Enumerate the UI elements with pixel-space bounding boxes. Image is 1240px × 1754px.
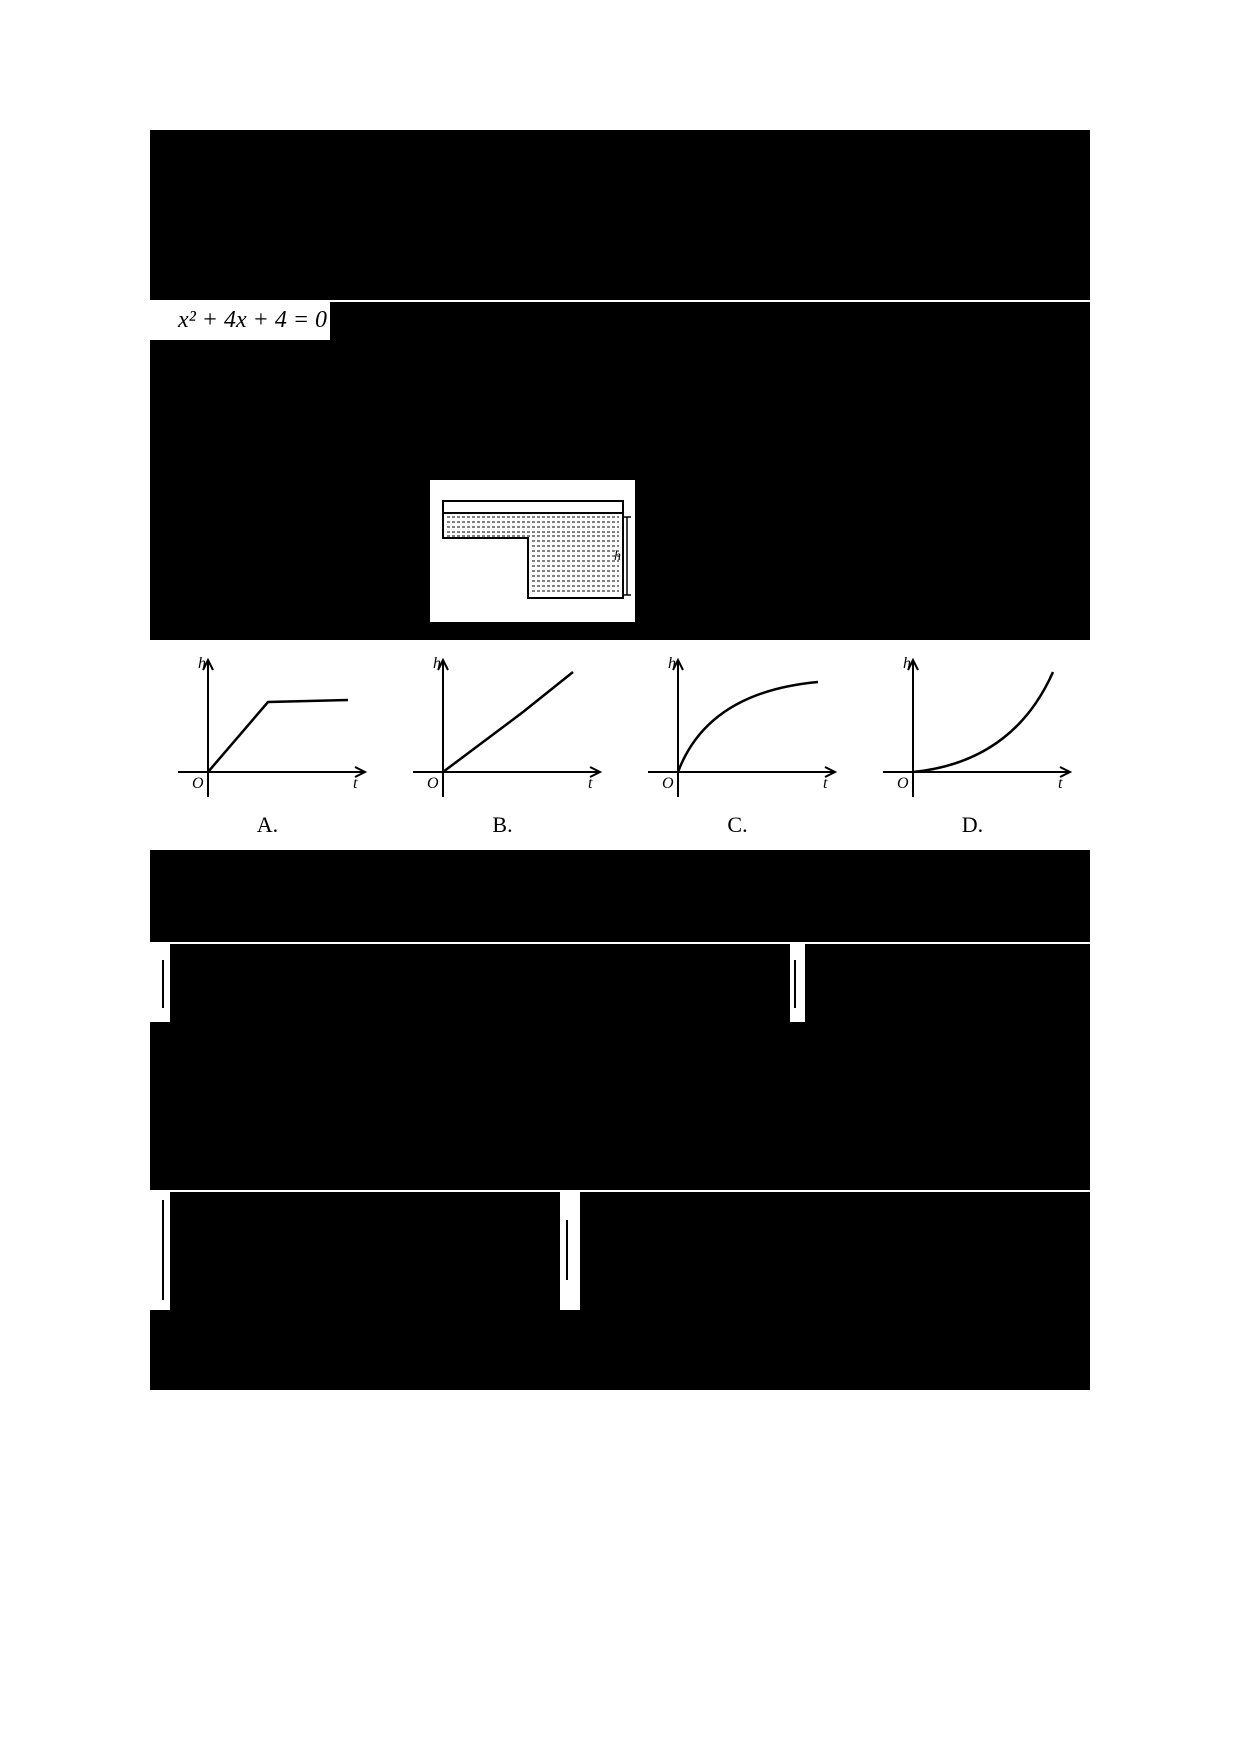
option-c: h O t C.	[638, 652, 838, 838]
redacted-block	[170, 944, 790, 1022]
svg-text:t: t	[588, 775, 593, 792]
option-d: h O t D.	[873, 652, 1073, 838]
vertical-separator	[162, 960, 164, 1008]
redacted-block	[150, 482, 430, 622]
redacted-block	[805, 944, 1090, 1022]
svg-text:t: t	[823, 775, 828, 792]
svg-text:t: t	[353, 775, 358, 792]
redacted-block	[150, 850, 1090, 942]
option-label: A.	[257, 812, 278, 838]
redacted-block	[150, 622, 1090, 640]
svg-text:h: h	[903, 655, 911, 672]
svg-text:h: h	[433, 655, 441, 672]
svg-text:t: t	[1058, 775, 1063, 792]
svg-text:O: O	[192, 775, 204, 792]
svg-text:O: O	[897, 775, 909, 792]
svg-text:O: O	[427, 775, 439, 792]
vertical-separator	[162, 1200, 164, 1300]
svg-text:O: O	[662, 775, 674, 792]
vertical-separator	[566, 1220, 568, 1280]
option-a: h O t A.	[168, 652, 368, 838]
redacted-block	[170, 1192, 560, 1310]
redacted-block	[150, 450, 1090, 482]
redacted-block	[150, 340, 1090, 450]
answer-options-row: h O t A. h O t B. h O t	[150, 640, 1090, 850]
redacted-block	[150, 130, 1090, 300]
vertical-separator	[794, 960, 796, 1008]
svg-text:h: h	[198, 655, 206, 672]
option-label: D.	[962, 812, 983, 838]
redacted-block	[635, 482, 1090, 622]
tank-diagram: h	[430, 480, 635, 620]
equation-text: x² + 4x + 4 = 0	[178, 307, 327, 334]
option-label: C.	[727, 812, 747, 838]
height-label: h	[614, 549, 621, 564]
option-label: B.	[492, 812, 512, 838]
graph-c: h O t	[638, 652, 838, 802]
graph-b: h O t	[403, 652, 603, 802]
redacted-block	[580, 1192, 1090, 1310]
redacted-block	[150, 1310, 1090, 1390]
redacted-block	[150, 1022, 1090, 1190]
graph-d: h O t	[873, 652, 1073, 802]
equation-formula: x² + 4x + 4 = 0	[175, 300, 330, 340]
svg-text:h: h	[668, 655, 676, 672]
graph-a: h O t	[168, 652, 368, 802]
option-b: h O t B.	[403, 652, 603, 838]
